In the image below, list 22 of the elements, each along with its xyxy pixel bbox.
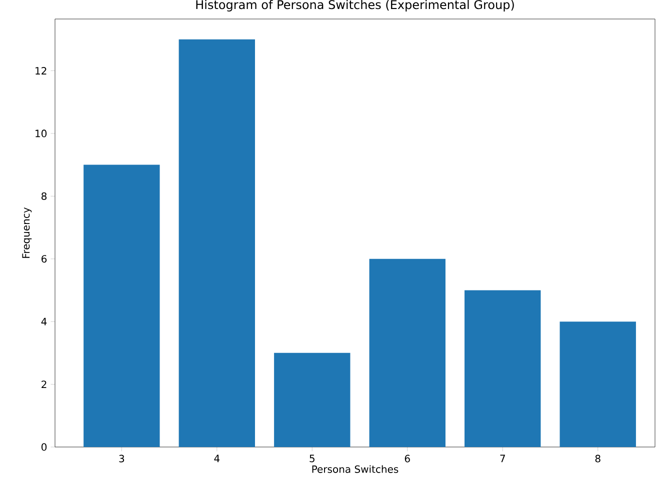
x-tick-label: 3 <box>119 454 124 462</box>
x-tick-label: 7 <box>500 454 505 462</box>
x-tick-label: 4 <box>214 454 220 462</box>
x-tick-label: 6 <box>404 454 410 462</box>
chart-title: Histogram of Persona Switches (Experimental Group) <box>196 0 514 12</box>
bar <box>178 39 255 447</box>
bar <box>369 258 446 447</box>
y-tick-label: 6 <box>42 255 47 263</box>
y-tick-label: 0 <box>42 443 47 451</box>
y-tick-label: 4 <box>41 318 47 326</box>
bar <box>560 322 636 447</box>
bar <box>84 164 160 447</box>
x-tick-label: 8 <box>595 454 600 462</box>
x-axis-title: Persona Switches <box>312 465 398 473</box>
y-tick-label: 8 <box>42 192 47 200</box>
y-axis-title: Frequency <box>22 207 32 258</box>
x-tick-label: 5 <box>310 454 314 462</box>
bar <box>464 290 541 447</box>
bar <box>274 352 350 447</box>
y-tick-label: 12 <box>36 67 46 74</box>
y-tick-label: 2 <box>42 380 46 388</box>
y-tick-label: 10 <box>36 130 47 138</box>
